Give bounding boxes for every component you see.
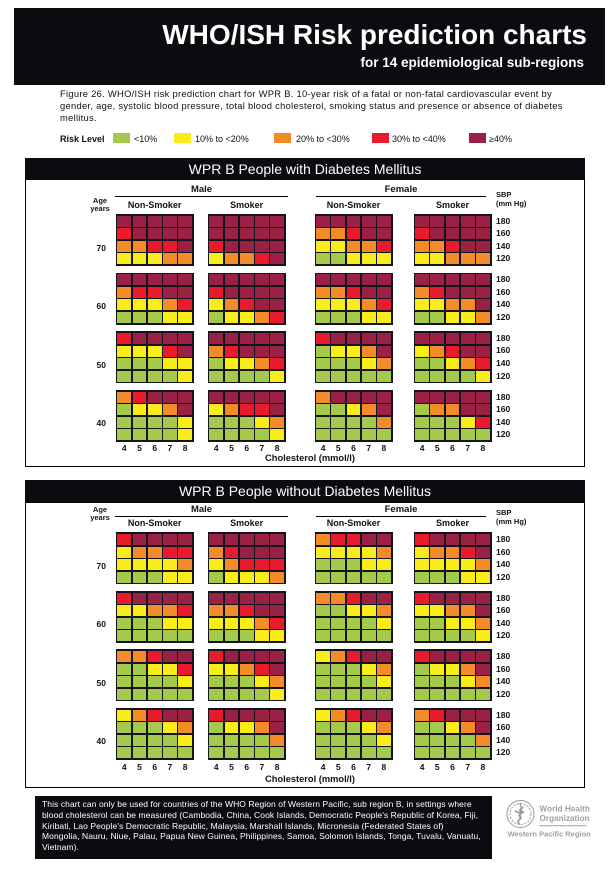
svg-text:Organization: Organization [540,814,590,823]
svg-text:Western Pacific Region: Western Pacific Region [508,830,592,839]
svg-text:World Health: World Health [540,805,590,814]
